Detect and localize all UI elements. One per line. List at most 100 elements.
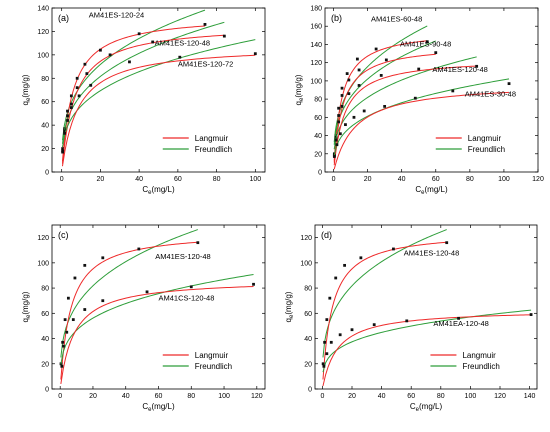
data-point — [151, 40, 155, 44]
series-label: AM41ES-120-48 — [155, 38, 210, 47]
data-point — [417, 67, 421, 71]
y-tick-label: 60 — [41, 99, 49, 106]
data-point — [137, 247, 141, 251]
series-1: AM41ES-60-48 — [332, 15, 429, 161]
data-point — [89, 83, 93, 87]
series-label: AM41ES-60-48 — [371, 15, 422, 24]
y-tick-label: 20 — [304, 361, 312, 368]
x-tick-label: 40 — [135, 176, 143, 183]
x-tick-label: 100 — [465, 393, 477, 400]
y-tick-label: 120 — [300, 235, 312, 242]
series-label: AM41ES-30-48 — [465, 89, 516, 98]
series-label: AM41ES-120-72 — [178, 60, 233, 69]
x-tick-label: 0 — [320, 393, 324, 400]
x-tick-label: 80 — [187, 393, 195, 400]
data-point — [65, 330, 69, 334]
y-axis-label: qe(mg/g) — [284, 291, 295, 322]
data-point — [340, 86, 344, 90]
data-point — [60, 364, 64, 368]
legend-freundlich-label: Freundlich — [195, 362, 232, 371]
freundlich-curve — [61, 39, 256, 148]
data-point — [451, 89, 455, 93]
y-tick-label: 140 — [37, 6, 49, 13]
y-tick-label: 40 — [304, 336, 312, 343]
x-axis-label: Ce(mg/L) — [415, 185, 448, 196]
data-point — [69, 94, 73, 98]
legend-langmuir-label: Langmuir — [195, 351, 229, 360]
series-2: AM41EA-120-48 — [322, 309, 533, 387]
data-point — [329, 340, 333, 344]
data-point — [62, 344, 65, 348]
data-point — [69, 102, 73, 106]
x-axis-label: Ce(mg/L) — [142, 402, 175, 413]
data-point — [344, 123, 347, 127]
y-tick-label: 0 — [318, 170, 322, 177]
y-axis-label: qe(mg/g) — [294, 74, 305, 105]
panel-d: 0 20 40 60 80 100 120 140 0 20 40 60 80 100 120 Ce(mg/L… — [284, 224, 538, 413]
y-tick-label: 120 — [37, 235, 49, 242]
x-tick-label: 0 — [60, 176, 64, 183]
y-tick-label: 0 — [45, 387, 49, 394]
series-label: AM41ES-90-48 — [400, 39, 451, 48]
panel-c: 0 20 40 60 80 100 120 0 20 40 60 80 100 120 Ce(mg/L) qe… — [21, 224, 266, 413]
y-tick-label: 40 — [41, 336, 49, 343]
data-point — [434, 51, 438, 55]
data-point — [425, 40, 429, 44]
data-point — [405, 319, 409, 323]
data-point — [384, 58, 388, 62]
x-tick-label: 20 — [364, 176, 372, 183]
data-point — [362, 109, 366, 113]
data-point — [128, 60, 131, 64]
langmuir-curve — [61, 34, 225, 164]
y-tick-label: 0 — [45, 170, 49, 177]
x-tick-label: 20 — [97, 176, 105, 183]
x-tick-label: 100 — [498, 176, 510, 183]
data-point — [350, 328, 354, 332]
data-point — [457, 316, 460, 320]
x-tick-label: 40 — [378, 393, 386, 400]
x-axis-label: Ce(mg/L) — [142, 185, 175, 196]
langmuir-curve — [333, 91, 510, 170]
data-point — [222, 34, 226, 38]
data-point — [108, 53, 112, 57]
y-tick-label: 60 — [41, 311, 49, 318]
langmuir-curve — [322, 241, 447, 380]
series-label: AM41ES-120-48 — [155, 252, 210, 261]
data-point — [66, 119, 69, 122]
data-point — [99, 48, 102, 52]
langmuir-curve — [60, 285, 254, 385]
data-point — [374, 47, 378, 51]
langmuir-curve — [333, 53, 436, 163]
data-point — [66, 296, 70, 300]
data-point — [321, 362, 325, 366]
freundlich-curve — [61, 9, 206, 141]
freundlich-curve — [60, 274, 254, 365]
langmuir-curve — [60, 241, 198, 380]
data-point — [85, 72, 89, 75]
data-point — [101, 256, 105, 260]
plot-frame — [324, 7, 539, 173]
y-tick-label: 40 — [41, 123, 49, 130]
x-tick-label: 80 — [437, 393, 445, 400]
series-label: AM41ES-120-24 — [89, 10, 144, 19]
series-1: AM41ES-120-24 — [61, 9, 207, 162]
data-point — [77, 94, 81, 98]
data-point — [334, 134, 338, 137]
y-tick-label: 60 — [314, 115, 322, 122]
panel-label: (b) — [331, 13, 342, 23]
y-tick-label: 140 — [310, 42, 322, 49]
y-axis-label: qe(mg/g) — [21, 291, 32, 322]
data-point — [379, 74, 383, 77]
y-tick-label: 180 — [310, 6, 322, 13]
x-tick-label: 60 — [174, 176, 182, 183]
legend: Langmuir Freundlich — [162, 134, 232, 154]
data-point — [328, 296, 332, 300]
data-point — [61, 340, 65, 344]
x-tick-label: 60 — [432, 176, 440, 183]
x-tick-label: 40 — [122, 393, 130, 400]
data-point — [338, 132, 342, 136]
data-point — [137, 32, 141, 36]
y-tick-label: 60 — [304, 311, 312, 318]
data-point — [357, 84, 361, 87]
